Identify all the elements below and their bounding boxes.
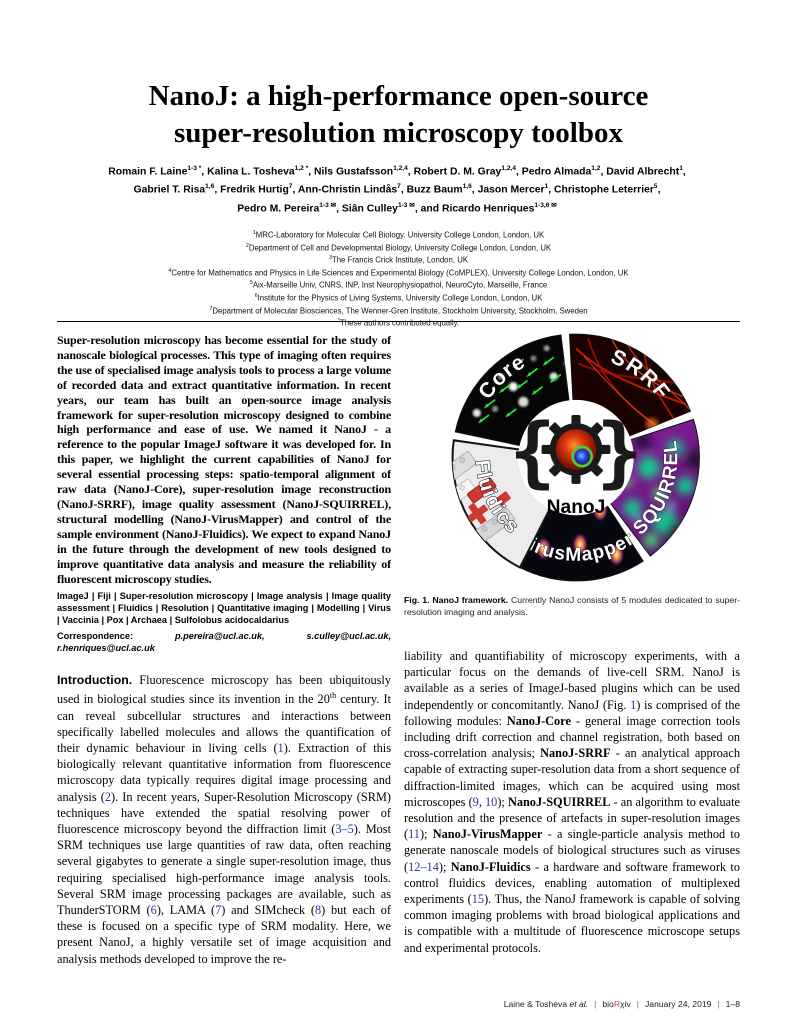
affiliation: 7Department of Molecular Biosciences, Th… <box>209 305 588 316</box>
citation-ref[interactable]: 1 <box>277 740 284 755</box>
email-pereira[interactable]: p.pereira@ucl.ac.uk, <box>174 631 265 641</box>
footer-date: January 24, 2019 <box>645 999 712 1009</box>
figure-caption: Fig. 1. NanoJ framework. Currently NanoJ… <box>404 595 740 617</box>
affiliation: 2Department of Cell and Developmental Bi… <box>245 242 552 253</box>
title-line-1: NanoJ: a high-performance open-source <box>148 80 649 112</box>
figure-caption-label: Fig. 1. NanoJ framework. <box>404 595 509 605</box>
citation-ref[interactable]: 10 <box>485 794 498 809</box>
page-footer: Laine & Tosheva et al. | bioRχiv | January 2… <box>503 999 740 1009</box>
citation-ref[interactable]: 11 <box>408 827 420 842</box>
introduction-heading: Introduction. <box>57 673 133 687</box>
module-name-fluidics: NanoJ-Fluidics <box>450 859 531 874</box>
author-line: Romain F. Laine1-3 *, Kalina L. Tosheva1… <box>108 165 686 178</box>
affiliation: 1MRC-Laboratory for Molecular Cell Biolo… <box>252 230 545 240</box>
module-name-virusmapper: NanoJ-VirusMapper <box>432 827 543 842</box>
footer-authors: Laine & Tosheva <box>503 999 570 1009</box>
module-name-core: NanoJ-Core <box>506 713 571 728</box>
citation-ref[interactable]: 3–5 <box>335 821 354 836</box>
equal-contribution-note: *These authors contributed equally. <box>338 318 460 328</box>
footer-etal: et al. <box>569 999 589 1009</box>
author-list: Romain F. Laine1-3 *, Kalina L. Tosheva1… <box>40 161 754 216</box>
email-culley[interactable]: s.culley@ucl.ac.uk, <box>306 631 391 641</box>
introduction-paragraph: Introduction. Fluorescence microscopy ha… <box>57 673 391 966</box>
citation-ref[interactable]: 15 <box>471 892 485 907</box>
email-henriques[interactable]: r.henriques@ucl.ac.uk <box>57 643 155 653</box>
divider-rule <box>57 321 740 322</box>
correspondence-label: Correspondence: <box>57 631 134 641</box>
citation-ref[interactable]: 9 <box>472 794 479 809</box>
affiliation: 3The Francis Crick Institute, London, UK <box>328 255 469 265</box>
citation-ref[interactable]: 12–14 <box>408 859 439 874</box>
nanoj-logo: { } NanoJ <box>509 399 643 518</box>
citation-ref[interactable]: 7 <box>215 902 222 917</box>
abstract: Super-resolution microscopy has become e… <box>57 333 391 586</box>
footer-pages: 1–8 <box>725 999 740 1009</box>
affiliation: 5Aix-Marseille Univ, CNRS, INP, Inst Neu… <box>249 280 548 290</box>
title-line-2: super-resolution microscopy toolbox <box>174 117 623 149</box>
figure-1: Core SRRF <box>404 328 740 586</box>
page-title: NanoJ: a high-performance open-source su… <box>57 78 740 152</box>
affiliation: 4Centre for Mathematics and Physics in L… <box>168 267 629 278</box>
figure-ref[interactable]: 1 <box>630 697 637 712</box>
module-name-squirrel: NanoJ-SQUIRREL <box>507 794 611 809</box>
citation-ref[interactable]: 2 <box>104 789 111 804</box>
affiliation: 6Institute for the Physics of Living Sys… <box>254 292 543 303</box>
nanoj-wordmark: NanoJ <box>547 497 606 518</box>
module-name-srrf: NanoJ-SRRF <box>540 746 611 761</box>
affiliation-list: 1MRC-Laboratory for Molecular Cell Biolo… <box>57 228 740 329</box>
biorxiv-brand: bioRχiv <box>602 999 631 1009</box>
author-line: Pedro M. Pereira1-3 ✉, Siân Culley1-3 ✉,… <box>237 201 557 215</box>
correspondence-block: Correspondence: p.pereira@ucl.ac.uk, s.c… <box>57 630 391 654</box>
citation-ref[interactable]: 6 <box>150 902 157 917</box>
gear-icon <box>541 415 611 484</box>
author-line: Gabriel T. Risa1,6, Fredrik Hurtig7, Ann… <box>133 183 661 196</box>
citation-ref[interactable]: 8 <box>315 902 322 917</box>
keywords: ImageJ | Fiji | Super-resolution microsc… <box>57 591 391 625</box>
modules-paragraph: liability and quantifiability of microsc… <box>404 649 740 955</box>
nanoj-framework-figure: Core SRRF <box>451 333 700 582</box>
